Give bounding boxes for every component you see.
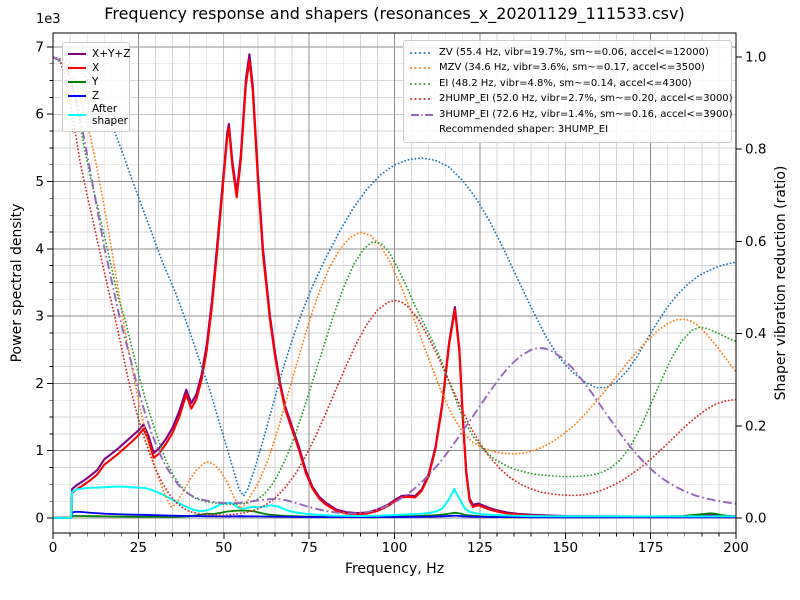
x-tick-label: 150 [552,540,578,556]
y-left-tick-label: 1 [35,443,44,459]
recommended-shaper-text: Recommended shaper: 3HUMP_EI [439,124,609,136]
legend-label: 3HUMP_EI (72.6 Hz, vibr=1.4%, sm~=0.16, … [439,108,733,120]
x-tick-label: 125 [467,540,493,556]
legend-recommended-note: Recommended shaper: 3HUMP_EI [410,123,725,139]
legend-dashdot-sample [411,113,433,116]
legend-entry-shaper-mzv: MZV (34.6 Hz, vibr=3.6%, sm~=0.17, accel… [410,61,725,77]
legend-entry-y: Y [67,75,125,88]
x-tick-label: 75 [301,540,318,556]
x-tick-label: 0 [49,540,58,556]
legend-label: 2HUMP_EI (52.0 Hz, vibr=2.7%, sm~=0.20, … [439,93,733,105]
legend-label: X+Y+Z [92,47,131,60]
legend-entry-shaper-3hump-ei: 3HUMP_EI (72.6 Hz, vibr=1.4%, sm~=0.16, … [410,107,733,123]
y-right-tick-label: 0.2 [745,418,766,434]
y-left-tick-label: 5 [35,174,44,190]
y-right-tick-label: 1.0 [745,50,766,66]
legend-dotted-sample [410,98,434,101]
page-title: Frequency response and shapers (resonanc… [104,4,685,23]
y-right-tick-label: 0.6 [745,234,766,250]
legend-line-sample [68,66,86,69]
y-left-tick-label: 2 [35,376,44,392]
legend-entry-z: Z [67,89,125,102]
legend-dotted-sample [410,51,434,54]
y-axis-label-left: Power spectral density [9,203,25,363]
y-left-tick-label: 6 [35,107,44,123]
y-axis-offset-text: 1e3 [36,12,61,27]
legend-line-sample [68,94,86,97]
series-shaper-2hump-ei [53,56,736,517]
x-tick-label: 200 [723,540,749,556]
legend-entry-shaper-2hump-ei: 2HUMP_EI (52.0 Hz, vibr=2.7%, sm~=0.20, … [410,92,733,108]
series-shaper-zv [53,56,736,497]
y-left-tick-label: 4 [35,241,44,257]
x-tick-label: 100 [382,540,408,556]
y-left-tick-label: 7 [35,39,44,55]
y-axis-label-right: Shaper vibration reduction (ratio) [773,165,789,401]
x-tick-label: 50 [215,540,232,556]
y-left-tick-label: 3 [35,309,44,325]
y-right-tick-label: 0.8 [745,142,766,158]
legend-label: X [92,61,100,74]
legend-label: EI (48.2 Hz, vibr=4.8%, sm~=0.14, accel<… [439,77,692,89]
legend-entry-x-plus-y-plus-z: X+Y+Z [67,47,130,60]
y-left-tick-label: 0 [35,510,44,526]
legend-dotted-sample [410,67,434,70]
legend-line-sample [68,114,86,116]
y-right-tick-label: 0.0 [745,511,766,527]
legend-label: Z [92,89,100,102]
legend-entry-after-shaper: After shaper [67,103,129,127]
legend-label: ZV (55.4 Hz, vibr=19.7%, sm~=0.06, accel… [439,46,709,58]
legend-entry-x: X [67,61,125,74]
legend-label: After shaper [92,103,129,127]
series-shaper-3hump-ei [53,56,736,515]
legend-shapers: ZV (55.4 Hz, vibr=19.7%, sm~=0.06, accel… [403,40,733,143]
x-axis-label: Frequency, Hz [344,561,445,577]
legend-dotted-sample [410,82,434,85]
legend-label: Y [92,75,99,88]
y-right-tick-label: 0.4 [745,326,766,342]
legend-entry-shaper-ei: EI (48.2 Hz, vibr=4.8%, sm~=0.14, accel<… [410,76,725,92]
series-after-shaper [53,485,736,519]
series-shaper-ei [53,56,736,506]
legend-psd: X+Y+Z X Y Z After shaper [62,42,130,132]
x-tick-label: 175 [638,540,664,556]
legend-line-sample [68,80,86,83]
legend-label: MZV (34.6 Hz, vibr=3.6%, sm~=0.17, accel… [439,62,705,74]
legend-line-sample [68,52,86,55]
x-tick-label: 25 [130,540,147,556]
series-z [53,510,736,519]
legend-entry-shaper-zv: ZV (55.4 Hz, vibr=19.7%, sm~=0.06, accel… [410,45,725,61]
